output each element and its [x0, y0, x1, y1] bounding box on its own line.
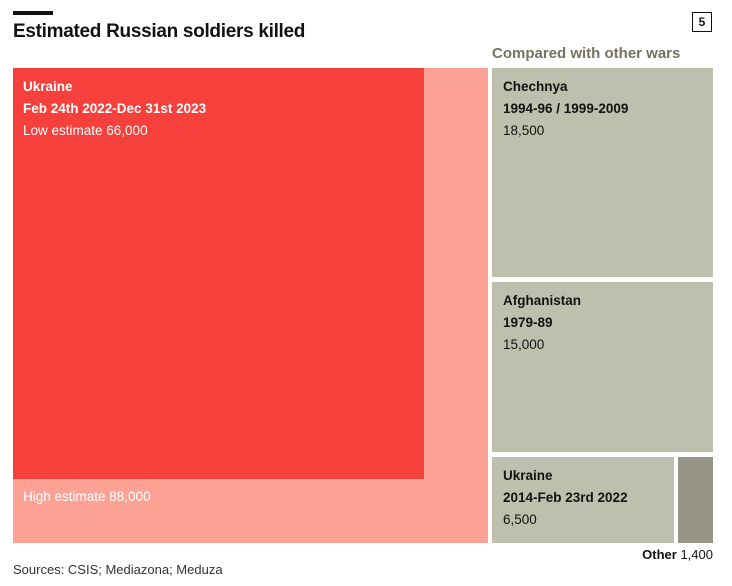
chechnya-period: 1994-96 / 1999-2009: [503, 101, 629, 116]
other-value: 1,400: [680, 547, 713, 562]
ukraine-2014-value: 6,500: [503, 512, 537, 527]
other-name: Other: [642, 547, 677, 562]
treemap-box-chechnya: [492, 68, 713, 277]
chechnya-label-group: Chechnya 1994-96 / 1999-2009 18,500: [503, 76, 628, 142]
ukraine-low-period: Feb 24th 2022-Dec 31st 2023: [23, 101, 207, 116]
ukraine-low-label-group: Ukraine Feb 24th 2022-Dec 31st 2023 Low …: [23, 76, 206, 142]
treemap-box-afghanistan: [492, 282, 713, 452]
chechnya-name: Chechnya: [503, 79, 568, 94]
ukraine-low-name: Ukraine: [23, 79, 73, 94]
ukraine-2014-period: 2014-Feb 23rd 2022: [503, 490, 628, 505]
comparison-subtitle: Compared with other wars: [492, 45, 681, 62]
afghanistan-label-group: Afghanistan 1979-89 15,000: [503, 290, 581, 356]
chart-title: Estimated Russian soldiers killed: [13, 21, 306, 42]
ukraine-low-value: Low estimate 66,000: [23, 123, 148, 138]
chart-number-badge: 5: [692, 12, 712, 32]
header-rule: [13, 11, 53, 15]
afghanistan-name: Afghanistan: [503, 293, 582, 308]
afghanistan-period: 1979-89: [503, 315, 553, 330]
source-note: Sources: CSIS; Mediazona; Meduza: [13, 562, 223, 577]
ukraine-high-label: High estimate 88,000: [23, 489, 151, 504]
treemap-box-ukraine-2014: [492, 457, 674, 543]
treemap-box-other: [678, 457, 713, 543]
ukraine-2014-name: Ukraine: [503, 468, 553, 483]
treemap-box-ukraine-low: [13, 68, 424, 479]
afghanistan-value: 15,000: [503, 337, 545, 352]
chechnya-value: 18,500: [503, 123, 545, 138]
ukraine-2014-label-group: Ukraine 2014-Feb 23rd 2022 6,500: [503, 465, 628, 531]
other-label: Other 1,400: [642, 547, 713, 562]
